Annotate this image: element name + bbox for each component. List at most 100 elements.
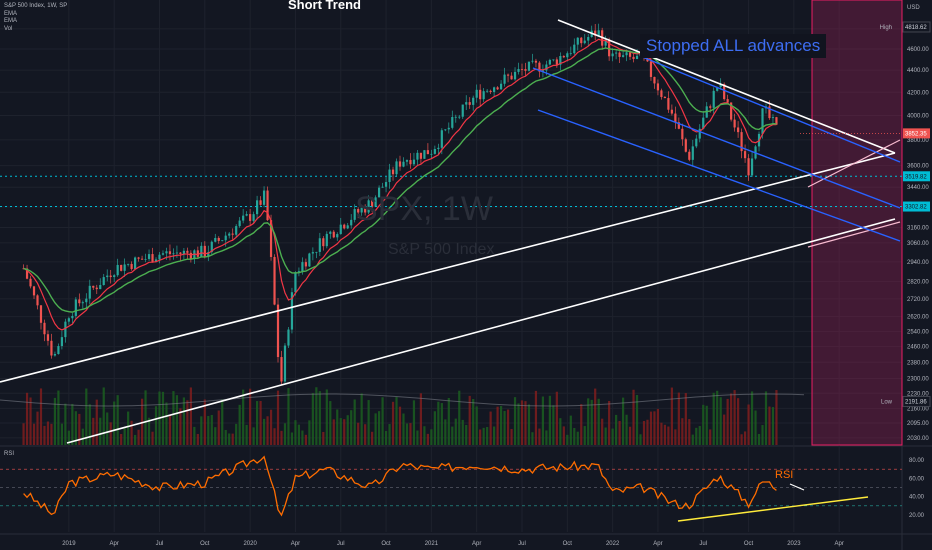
candle-body[interactable] (569, 53, 572, 55)
candle-body[interactable] (632, 56, 635, 60)
candle-body[interactable] (350, 219, 353, 226)
candle-body[interactable] (144, 258, 147, 260)
candle-body[interactable] (311, 252, 314, 254)
candle-body[interactable] (207, 252, 210, 257)
candle-body[interactable] (357, 209, 360, 213)
candle-body[interactable] (405, 160, 409, 162)
candle-body[interactable] (677, 122, 680, 129)
candle-body[interactable] (301, 262, 304, 272)
candle-body[interactable] (371, 200, 374, 207)
candle-body[interactable] (681, 128, 684, 140)
candle-body[interactable] (472, 97, 475, 105)
candle-body[interactable] (698, 128, 701, 139)
candle-body[interactable] (189, 252, 192, 260)
candle-body[interactable] (315, 251, 318, 253)
candle-body[interactable] (217, 237, 220, 241)
candle-body[interactable] (332, 231, 335, 238)
candle-body[interactable] (214, 237, 217, 242)
candle-body[interactable] (695, 138, 698, 147)
candle-body[interactable] (587, 37, 590, 41)
candle-body[interactable] (489, 90, 492, 92)
candle-body[interactable] (761, 108, 764, 134)
candle-body[interactable] (123, 264, 126, 271)
candle-body[interactable] (120, 264, 123, 271)
candle-body[interactable] (482, 91, 485, 100)
candle-body[interactable] (116, 264, 119, 276)
candle-body[interactable] (339, 224, 342, 235)
candle-body[interactable] (733, 119, 736, 128)
candle-body[interactable] (479, 89, 482, 100)
candle-body[interactable] (555, 59, 558, 65)
candle-body[interactable] (541, 70, 545, 72)
indicator-ema-slow[interactable]: EMA (4, 18, 18, 24)
candle-body[interactable] (67, 318, 70, 322)
candle-body[interactable] (768, 106, 771, 119)
candle-body[interactable] (583, 40, 586, 44)
candle-body[interactable] (653, 76, 656, 84)
candle-body[interactable] (538, 62, 541, 72)
candle-body[interactable] (545, 64, 548, 71)
candle-body[interactable] (106, 275, 109, 278)
candle-body[interactable] (196, 250, 199, 257)
candle-body[interactable] (461, 104, 464, 117)
candle-body[interactable] (548, 59, 551, 65)
candle-body[interactable] (39, 305, 43, 323)
candle-body[interactable] (573, 44, 576, 54)
candle-body[interactable] (175, 252, 179, 254)
candle-body[interactable] (771, 117, 775, 119)
candle-body[interactable] (552, 59, 555, 61)
candle-body[interactable] (336, 234, 339, 238)
candle-body[interactable] (688, 151, 691, 160)
candle-body[interactable] (287, 329, 290, 346)
candle-body[interactable] (416, 152, 419, 160)
candle-body[interactable] (559, 56, 562, 65)
candle-body[interactable] (660, 90, 663, 97)
candle-body[interactable] (273, 256, 276, 305)
candle-body[interactable] (440, 130, 443, 148)
candle-body[interactable] (475, 89, 478, 98)
candle-body[interactable] (304, 262, 307, 267)
candle-body[interactable] (737, 127, 740, 133)
candle-body[interactable] (691, 146, 694, 160)
candle-body[interactable] (391, 169, 395, 175)
candle-body[interactable] (618, 52, 621, 57)
candle-body[interactable] (32, 286, 36, 296)
candle-body[interactable] (709, 106, 712, 108)
candle-body[interactable] (290, 292, 294, 330)
candle-body[interactable] (433, 149, 436, 154)
candle-body[interactable] (252, 214, 255, 221)
candle-body[interactable] (447, 127, 450, 130)
candle-body[interactable] (36, 295, 39, 306)
candle-body[interactable] (88, 285, 91, 299)
channel-upper-line[interactable] (532, 67, 901, 209)
candle-body[interactable] (444, 129, 447, 131)
candle-body[interactable] (193, 250, 196, 260)
candle-body[interactable] (423, 150, 426, 159)
candle-body[interactable] (608, 39, 611, 57)
lower-uptrend-line[interactable] (66, 218, 896, 444)
candle-body[interactable] (81, 302, 84, 304)
candle-body[interactable] (102, 277, 105, 286)
candle-body[interactable] (343, 224, 346, 229)
candle-body[interactable] (99, 285, 102, 290)
candle-body[interactable] (534, 60, 538, 63)
candle-body[interactable] (381, 186, 384, 188)
candle-body[interactable] (262, 190, 266, 205)
candle-body[interactable] (231, 233, 234, 235)
candle-body[interactable] (398, 161, 402, 167)
candle-body[interactable] (594, 30, 597, 36)
candle-body[interactable] (130, 263, 133, 269)
candle-body[interactable] (621, 55, 625, 57)
candle-body[interactable] (259, 200, 262, 205)
candle-body[interactable] (716, 87, 719, 91)
candle-body[interactable] (730, 102, 733, 120)
candle-body[interactable] (182, 250, 185, 254)
candle-body[interactable] (726, 99, 729, 103)
candle-body[interactable] (318, 238, 321, 252)
candle-body[interactable] (465, 102, 468, 105)
candle-body[interactable] (499, 83, 503, 90)
candle-body[interactable] (294, 272, 297, 293)
candle-body[interactable] (719, 84, 722, 88)
candle-body[interactable] (269, 220, 273, 257)
candle-body[interactable] (228, 233, 231, 236)
